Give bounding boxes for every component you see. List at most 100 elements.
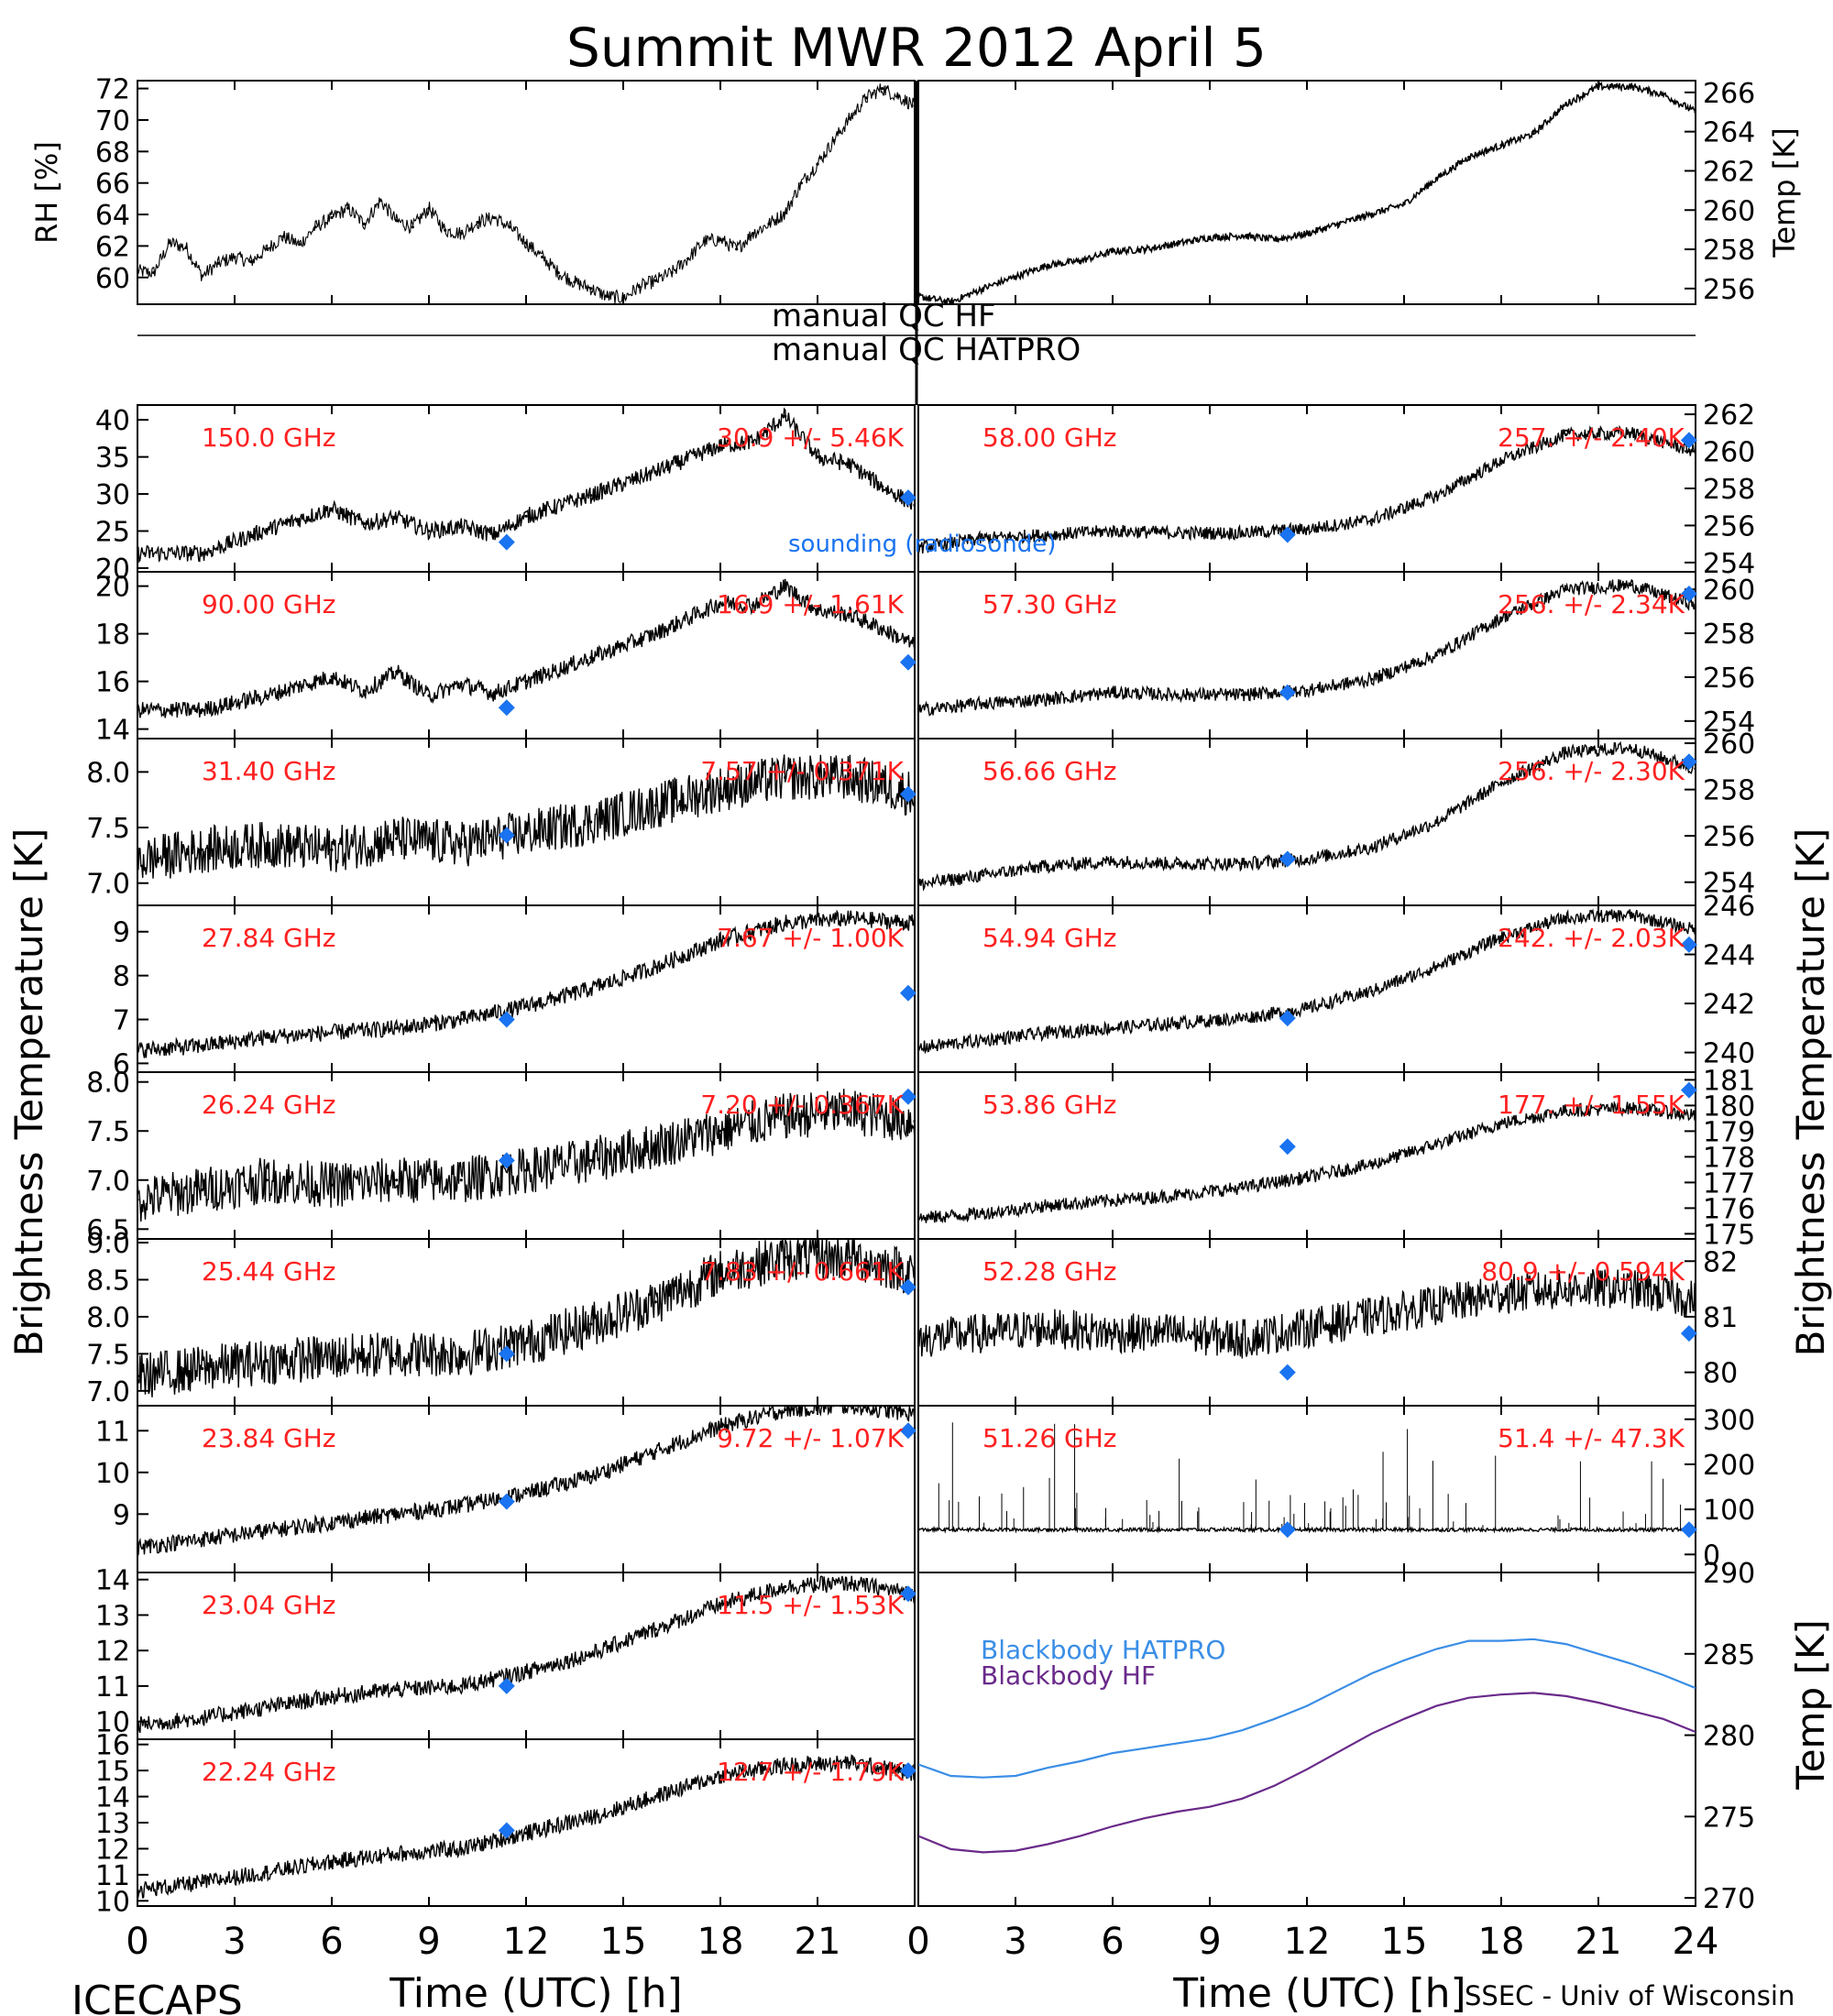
data-point: [1176, 1021, 1180, 1025]
data-point: [1046, 263, 1049, 267]
data-point: [1564, 103, 1568, 106]
data-point: [589, 494, 593, 498]
data-point: [848, 613, 851, 617]
data-point: [1046, 533, 1049, 537]
data-point: [524, 1168, 528, 1172]
data-point: [1273, 237, 1277, 241]
data-point: [1111, 1026, 1114, 1030]
data-point: [848, 1406, 851, 1408]
channel-label: 54.94 GHz: [982, 923, 1117, 953]
x-tick-label-right: 12: [1284, 1921, 1331, 1963]
channel-stats: 256. +/- 2.30K: [1498, 756, 1685, 786]
data-point: [524, 1670, 528, 1673]
y-tick-label: 10: [95, 1886, 130, 1918]
data-point: [913, 644, 915, 648]
data-point: [379, 199, 382, 203]
data-point: [476, 221, 479, 225]
panel-body: [137, 578, 915, 718]
data-point: [1499, 459, 1503, 463]
data-point: [1434, 177, 1438, 181]
y-tick-label: 68: [95, 137, 130, 169]
data-point: [201, 1880, 204, 1884]
data-point: [137, 859, 139, 863]
sounding-marker: [1279, 1364, 1296, 1381]
data-point: [784, 1255, 787, 1259]
sounding-marker: [1279, 1010, 1296, 1027]
sounding-marker: [498, 1493, 515, 1510]
channel-stats: 242. +/- 2.03K: [1498, 923, 1685, 953]
y-tick-label: 11: [95, 1671, 130, 1704]
y-tick-label: 260: [1703, 729, 1755, 761]
data-point: [265, 694, 269, 697]
panel-ch5126: 0 100 200 300 51.26 GHz 51.4 +/- 47.3K: [917, 1405, 1755, 1573]
data-point: [1240, 1337, 1244, 1341]
channel-stats: 257. +/- 2.40K: [1498, 422, 1685, 453]
y-tick-label: 30: [95, 479, 130, 511]
data-point: [1370, 677, 1374, 681]
y-tick-label: 254: [1703, 868, 1755, 900]
sounding-marker: [899, 785, 916, 803]
data-point: [1564, 1528, 1568, 1531]
data-point: [1176, 861, 1180, 866]
data-point: [1370, 846, 1374, 849]
data-point: [1079, 259, 1082, 263]
data-point: [913, 1119, 915, 1123]
x-tick-label-right: 24: [1673, 1921, 1719, 1963]
sounding-marker: [1680, 753, 1697, 771]
y-tick-label: 262: [1703, 400, 1755, 432]
y-tick-label: 200: [1703, 1450, 1755, 1482]
y-tick-label: 264: [1703, 117, 1755, 149]
data-point: [201, 274, 204, 278]
channel-label: 51.26 GHz: [982, 1423, 1117, 1453]
data-point: [346, 206, 350, 210]
data-point: [362, 222, 366, 225]
data-point: [949, 301, 952, 304]
y-tick-label: 256: [1703, 821, 1755, 853]
sounding-marker: [498, 1345, 515, 1363]
panel-body: [918, 1638, 1696, 1854]
channel-label: 56.66 GHz: [982, 756, 1117, 786]
data-point: [982, 873, 985, 877]
data-point: [524, 514, 528, 518]
data-point: [427, 694, 431, 697]
data-point: [573, 280, 576, 284]
x-tick-label-left: 12: [503, 1921, 550, 1963]
figure-title: Summit MWR 2012 April 5: [566, 16, 1267, 79]
sounding-marker: [1279, 526, 1296, 543]
data-point: [1694, 928, 1696, 932]
y-tick-label: 9: [113, 1499, 130, 1531]
y-tick-label: 7.0: [86, 1376, 130, 1408]
data-point: [137, 1048, 139, 1052]
data-point: [1305, 232, 1309, 236]
data-point: [459, 842, 463, 846]
data-point: [459, 1352, 463, 1355]
data-point: [330, 1183, 334, 1187]
data-point: [1370, 1163, 1374, 1167]
data-point: [492, 692, 496, 696]
y-tick-label: 258: [1703, 775, 1755, 807]
x-tick-label-right: 9: [1198, 1921, 1221, 1963]
y-tick-label: 62: [95, 231, 130, 263]
data-point: [653, 470, 657, 474]
data-point: [1402, 203, 1406, 206]
data-point: [330, 1694, 334, 1699]
data-point: [137, 552, 139, 555]
data-point: [1499, 1293, 1503, 1297]
data-point: [589, 287, 593, 290]
panel-body: [918, 1422, 1696, 1534]
panel-body: [137, 1089, 915, 1222]
y-tick-label: 258: [1703, 619, 1755, 651]
y-tick-label: 7: [113, 1005, 130, 1037]
y-tick-label: 14: [95, 1782, 130, 1814]
y-tick-label: 177: [1703, 1167, 1755, 1200]
data-point: [152, 271, 156, 275]
data-point: [1240, 1016, 1244, 1020]
x-tick-label-left: 6: [320, 1921, 343, 1963]
data-trace: [137, 407, 915, 564]
y-tick-label: 179: [1703, 1116, 1755, 1148]
data-point: [896, 94, 900, 98]
data-point: [1111, 691, 1114, 695]
data-point: [201, 1538, 204, 1541]
y-tick-label: 18: [95, 619, 130, 652]
y-tick-label: 258: [1703, 474, 1755, 506]
